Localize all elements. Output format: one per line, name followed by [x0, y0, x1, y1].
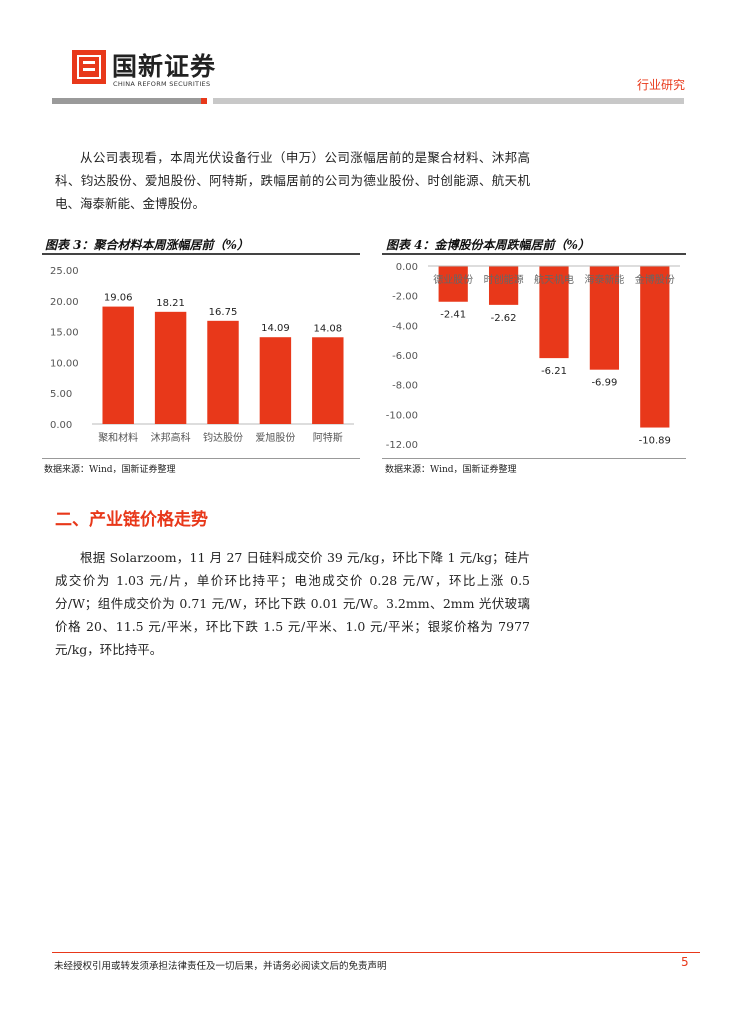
bar-value-label: 18.21 [156, 298, 185, 309]
bar-value-label: -2.62 [491, 313, 517, 324]
figure3-chart: 0.00 5.00 10.00 15.00 20.00 25.00 19.06 聚和材料 18.… [50, 266, 354, 444]
section-label: 行业研究 [637, 78, 686, 92]
x-tick-label: 时创能源 [484, 273, 524, 286]
bar [312, 337, 344, 424]
bar [589, 266, 620, 370]
figure4-chart: 0.00 -2.00 -4.00 -6.00 -8.00 -10.00 -12.00 -2.4… [386, 262, 680, 451]
y-tick-label: -10.00 [386, 410, 418, 421]
y-tick-label: 5.00 [50, 389, 72, 400]
footer-rule [52, 952, 700, 953]
figure4-title-rule [382, 253, 686, 255]
figure4-source: 数据来源：Wind，国新证券整理 [385, 465, 517, 475]
bar-value-label: -10.89 [639, 436, 671, 447]
y-tick-label: 0.00 [50, 420, 72, 431]
brand-name: 国新证券 [112, 52, 217, 81]
x-tick-label: 德业股份 [433, 273, 473, 286]
bar-value-label: -2.41 [440, 310, 466, 321]
bar [102, 306, 134, 424]
bar [207, 320, 239, 424]
y-tick-label: -4.00 [392, 321, 418, 332]
y-tick-label: 0.00 [396, 262, 418, 273]
bar-value-label: -6.99 [591, 378, 617, 389]
footer-disclaimer: 未经授权引用或转发须承担法律责任及一切后果，并请务必阅读文后的免责声明 [54, 961, 387, 972]
bar-value-label: 14.09 [261, 323, 290, 334]
page-number: 5 [681, 955, 689, 969]
bar-value-label: -6.21 [541, 366, 567, 377]
y-tick-label: 25.00 [50, 266, 79, 277]
bar-value-label: 16.75 [209, 307, 238, 318]
header-divider-left [52, 98, 201, 104]
y-tick-label: -6.00 [392, 351, 418, 362]
bar [539, 266, 569, 359]
intro-paragraph: 从公司表现看，本周光伏设备行业（申万）公司涨幅居前的是聚合材料、沐邦高科、钧达股… [55, 150, 530, 211]
x-tick-label: 海泰新能 [584, 273, 624, 286]
x-tick-label: 爱旭股份 [255, 431, 295, 444]
x-tick-label: 沐邦高科 [151, 431, 191, 444]
bar [259, 337, 292, 424]
figure4-title: 图表 4：金博股份本周跌幅居前（%） [386, 238, 590, 252]
bar [640, 266, 670, 428]
header-divider-accent [201, 98, 207, 104]
logo-icon [72, 50, 106, 84]
y-tick-label: 15.00 [50, 328, 79, 339]
price-trend-paragraph: 根据 Solarzoom，11 月 27 日硅料成交价 39 元/kg，环比下降… [55, 550, 530, 657]
y-tick-label: -8.00 [392, 381, 418, 392]
bar [488, 266, 519, 305]
header-divider-right [213, 98, 684, 104]
bar [438, 266, 468, 302]
bar [154, 311, 187, 424]
x-tick-label: 钧达股份 [203, 432, 243, 444]
bar-value-label: 19.06 [104, 293, 133, 304]
x-tick-label: 阿特斯 [313, 431, 343, 444]
y-tick-label: 20.00 [50, 297, 79, 308]
figure3-source: 数据来源：Wind，国新证券整理 [44, 465, 176, 475]
y-tick-label: -12.00 [386, 440, 418, 451]
brand-name-english: CHINA REFORM SECURITIES [113, 80, 211, 88]
x-tick-label: 金博股份 [635, 273, 675, 286]
figure3-title-rule [42, 253, 360, 255]
figure3-source-rule [42, 458, 360, 459]
y-tick-label: -2.00 [392, 292, 418, 303]
figure4-source-rule [382, 458, 686, 459]
figure3-title: 图表 3：聚合材料本周涨幅居前（%） [45, 238, 249, 252]
x-tick-label: 航天机电 [534, 273, 574, 286]
bar-value-label: 14.08 [313, 323, 342, 334]
x-tick-label: 聚和材料 [98, 431, 138, 444]
section-heading: 二、产业链价格走势 [55, 510, 208, 530]
y-tick-label: 10.00 [50, 358, 79, 369]
